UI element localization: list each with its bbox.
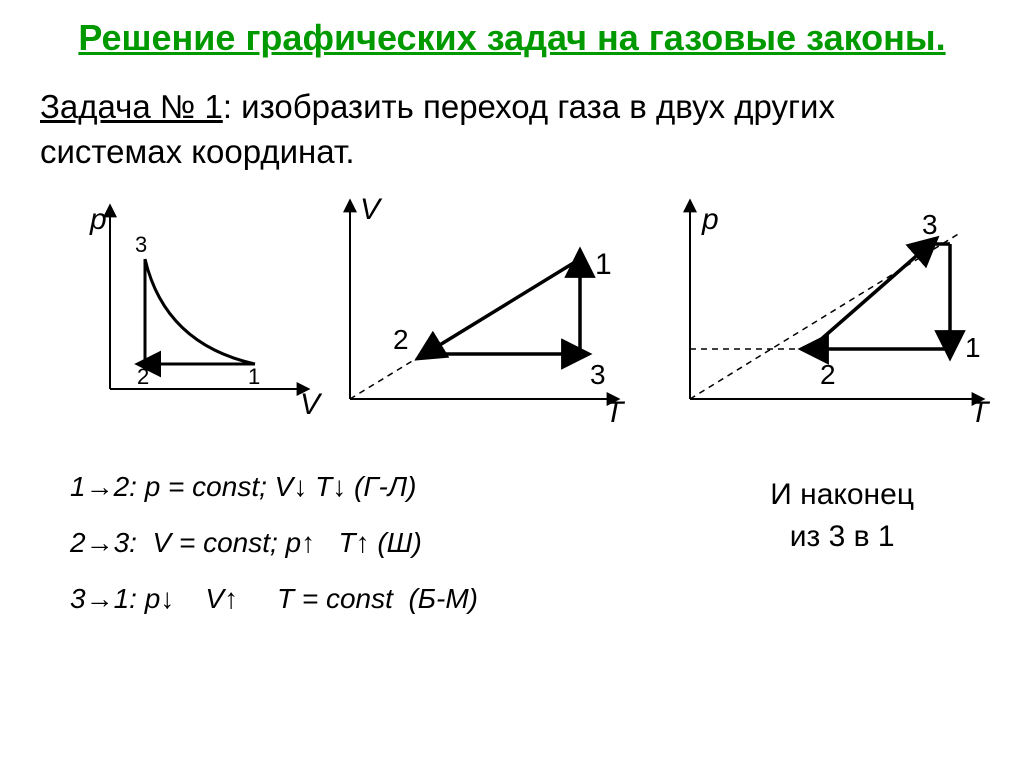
svg-text:3: 3 xyxy=(135,232,147,257)
svg-text:T: T xyxy=(970,396,991,429)
graphs-row: p V 3 2 1 xyxy=(40,189,984,449)
page-title: Решение графических задач на газовые зак… xyxy=(40,15,984,60)
svg-text:2: 2 xyxy=(137,364,149,389)
svg-text:1: 1 xyxy=(248,364,260,389)
bottom-section: 1→2: p = const; V↓ T↓ (Г-Л) 2→3: V = con… xyxy=(40,459,984,627)
svg-text:2: 2 xyxy=(820,359,836,390)
svg-text:2: 2 xyxy=(393,324,409,355)
task-lead: Задача № 1 xyxy=(40,88,223,125)
task-statement: Задача № 1: изобразить переход газа в дв… xyxy=(40,85,984,174)
svg-text:V: V xyxy=(360,193,383,226)
graph-pt: p T 3 1 2 xyxy=(660,189,1000,434)
side-note: И наконец из 3 в 1 xyxy=(770,474,914,558)
svg-text:3: 3 xyxy=(922,209,938,240)
svg-text:1: 1 xyxy=(965,332,981,363)
graph-pv: p V 3 2 1 xyxy=(65,189,325,434)
note-line1: И наконец xyxy=(770,474,914,516)
graph-vt: V T 1 2 3 xyxy=(330,189,630,434)
note-line2: из 3 в 1 xyxy=(770,516,914,558)
line-3-1: 3→1: p↓ V↑ T = const (Б-М) xyxy=(70,571,984,627)
svg-text:1: 1 xyxy=(595,248,612,281)
svg-text:p: p xyxy=(89,203,107,236)
svg-text:T: T xyxy=(605,396,626,429)
svg-text:p: p xyxy=(701,203,719,236)
svg-text:3: 3 xyxy=(590,359,606,390)
svg-text:V: V xyxy=(300,388,323,421)
